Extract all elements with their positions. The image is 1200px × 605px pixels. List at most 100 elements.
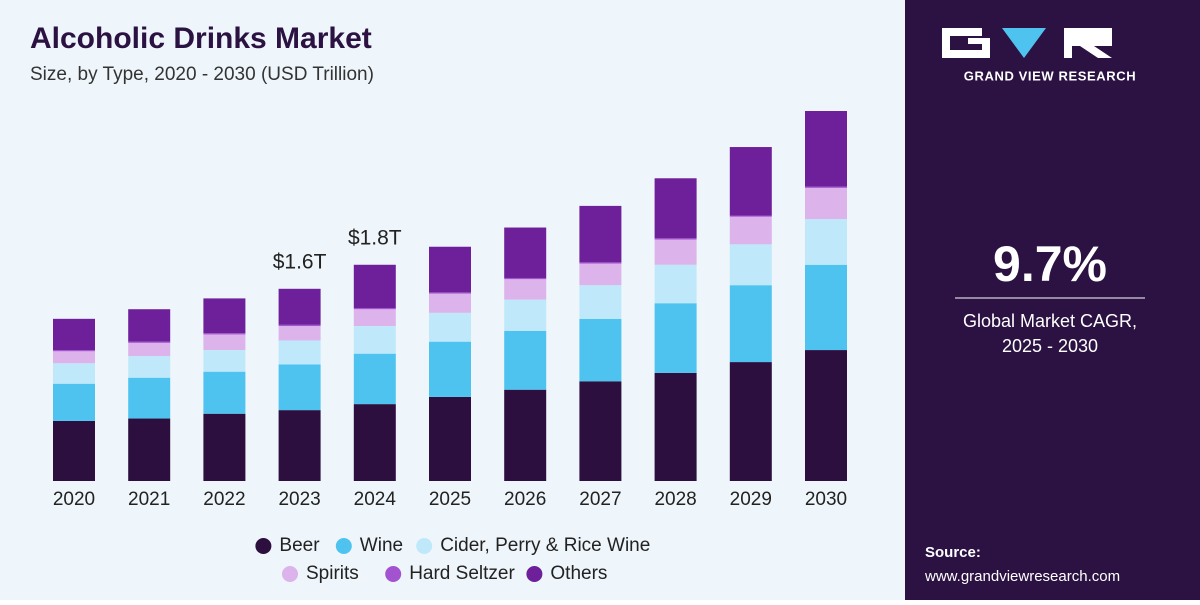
bar-segment — [353, 308, 396, 310]
bar-segment — [53, 350, 95, 352]
source-label: Source: — [925, 544, 981, 561]
bar-segment — [53, 420, 95, 481]
bar-segment — [353, 309, 396, 327]
bar-segment — [654, 264, 697, 304]
brand-name: GRAND VIEW RESEARCH — [964, 68, 1136, 83]
x-tick-label: 2024 — [354, 489, 397, 510]
bar-segment — [504, 227, 547, 278]
x-tick-label: 2026 — [504, 489, 546, 510]
bar-segment — [729, 285, 772, 363]
bar-segment — [805, 186, 847, 188]
bar-segment — [429, 293, 471, 313]
bar-segment — [429, 312, 471, 342]
bar-segment — [353, 264, 396, 309]
legend-swatch — [385, 566, 402, 582]
bar-segment — [353, 353, 396, 405]
bar-segment — [278, 364, 321, 411]
bar-segment — [654, 239, 697, 265]
bar-segment — [805, 111, 847, 187]
legend-swatch — [416, 538, 433, 554]
bar-segment — [729, 215, 772, 217]
bar-segment — [429, 246, 471, 293]
bar-segment — [53, 351, 95, 364]
bar-segment — [203, 334, 246, 351]
x-tick-label: 2022 — [203, 489, 245, 510]
bar-segment — [203, 413, 246, 481]
bar-segment — [128, 341, 171, 343]
logo-g — [942, 28, 990, 58]
bar-segment — [504, 330, 547, 390]
bar-segment — [579, 262, 622, 264]
x-tick-label: 2030 — [805, 489, 847, 510]
bar-segment — [278, 340, 321, 365]
bar-segment — [128, 418, 171, 481]
cagr-label: Global Market CAGR, — [963, 311, 1137, 331]
bar-segment — [278, 288, 321, 325]
total-label: $1.6T — [273, 250, 327, 273]
logo-r — [1064, 28, 1112, 58]
bar-segment — [128, 309, 171, 342]
cagr-period: 2025 - 2030 — [1002, 336, 1098, 356]
bar-segment — [579, 263, 622, 286]
logo-v — [1002, 28, 1046, 58]
legend-label: Cider, Perry & Rice Wine — [440, 535, 650, 556]
bar-segment — [805, 350, 847, 481]
legend-swatch — [255, 538, 272, 554]
bar-segment — [278, 324, 321, 327]
legend-swatch — [282, 566, 298, 582]
bar-segment — [128, 377, 171, 419]
side-panel — [905, 0, 1200, 600]
bar-segment — [729, 362, 772, 481]
bar-segment — [805, 187, 847, 220]
legend: Beer Wine Cider, Perry & Rice Wine Spirits H… — [255, 535, 650, 584]
bar-segment — [579, 381, 622, 481]
bar-segment — [504, 279, 547, 300]
x-tick-label: 2021 — [128, 489, 170, 510]
legend-label: Beer — [279, 535, 320, 556]
bar-segment — [805, 264, 847, 351]
legend-label: Hard Seltzer — [409, 563, 515, 584]
bar-segment — [654, 178, 697, 239]
x-tick-label: 2028 — [654, 489, 696, 510]
bar-segment — [729, 244, 772, 286]
chart-title: Alcoholic Drinks Market — [30, 22, 372, 55]
legend-label: Others — [550, 563, 607, 584]
legend-label: Spirits — [306, 563, 359, 584]
bar-segment — [278, 410, 321, 481]
bar-segment — [53, 318, 95, 351]
bar-segment — [504, 299, 547, 331]
bar-segment — [429, 341, 471, 397]
bar-segment — [654, 303, 697, 373]
chart-subtitle: Size, by Type, 2020 - 2030 (USD Trillion… — [30, 64, 374, 85]
legend-swatch — [526, 566, 543, 582]
bar-segment — [504, 389, 547, 481]
source-url: www.grandviewresearch.com — [924, 568, 1120, 585]
bar-segment — [654, 372, 697, 481]
x-tick-label: 2027 — [579, 489, 621, 510]
bar-segment — [53, 363, 95, 384]
x-tick-label: 2029 — [730, 489, 772, 510]
bar-segment — [203, 371, 246, 414]
bar-segment — [128, 342, 171, 357]
bar-segment — [579, 285, 622, 319]
bar-segment — [203, 350, 246, 372]
bar-segment — [729, 147, 772, 216]
bar-segment — [353, 326, 396, 354]
x-tick-label: 2020 — [53, 489, 95, 510]
bar-segment — [504, 277, 547, 280]
bar-segment — [654, 238, 697, 240]
bar-segment — [579, 205, 622, 263]
plot: 2020 2021 2022 2023 2024 2025 2026 2027 2028 2029… — [53, 111, 847, 510]
bar-segment — [729, 216, 772, 245]
legend-swatch — [335, 538, 352, 554]
x-tick-label: 2025 — [429, 489, 471, 510]
bar-segment — [429, 396, 471, 481]
bar-segment — [353, 404, 396, 481]
cagr-value: 9.7% — [993, 236, 1107, 292]
bar-segment — [203, 298, 246, 334]
total-label: $1.8T — [348, 226, 402, 249]
bar-segment — [128, 356, 171, 378]
bar-segment — [429, 292, 471, 294]
logo — [942, 28, 1112, 58]
